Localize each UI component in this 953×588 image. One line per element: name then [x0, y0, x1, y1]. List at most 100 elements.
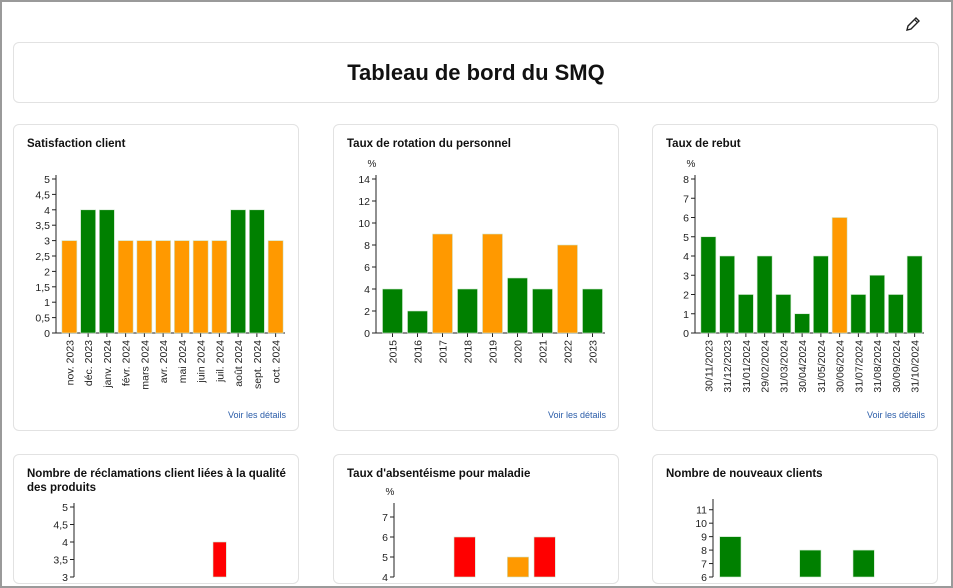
y-tick-label: 7	[701, 559, 707, 571]
x-tick-label: 30/09/2024	[891, 340, 903, 393]
y-tick-label: 2	[44, 266, 50, 278]
x-tick-label: 2021	[538, 340, 550, 364]
x-tick-label: 30/04/2024	[797, 340, 809, 393]
x-tick-label: 2023	[588, 340, 600, 364]
chart-title: Taux de rotation du personnel	[347, 138, 511, 150]
y-tick-label: 3	[62, 572, 68, 583]
bar	[136, 240, 153, 334]
y-tick-label: 3,5	[53, 555, 68, 567]
bar	[507, 277, 528, 334]
bar-chart: % 0 2 4 6 8 10 12 14 2015 2016 2017 2018 2019 2020 2021…	[358, 159, 605, 364]
bar	[533, 536, 556, 578]
bar-chart: % 4 5 6 7	[382, 487, 556, 583]
y-tick-label: 2	[683, 290, 689, 302]
chart-card-reclamations: Nombre de réclamations client liées à la…	[13, 454, 299, 584]
y-unit-label: %	[386, 487, 395, 498]
details-link[interactable]: Voir les détails	[866, 410, 925, 420]
bar	[794, 313, 810, 334]
bar	[813, 255, 829, 334]
bar	[831, 217, 848, 334]
bar	[230, 209, 246, 334]
bar	[192, 240, 209, 334]
y-tick-label: 12	[358, 196, 370, 208]
y-tick-label: 9	[701, 532, 707, 544]
chart-title: Taux de rebut	[666, 138, 741, 150]
y-unit-label: %	[687, 159, 696, 170]
x-tick-label: mai 2024	[177, 340, 189, 383]
y-tick-label: 8	[701, 545, 707, 557]
x-tick-label: 2020	[513, 340, 525, 364]
bar	[888, 294, 904, 334]
bar-chart: % 0 1 2 3 4 5 6 7 8 30/11/2023 31/12/2023 31/01/2024…	[683, 159, 924, 393]
y-tick-label: 5	[44, 174, 50, 186]
y-tick-label: 4	[62, 537, 68, 549]
y-tick-label: 4	[364, 284, 370, 296]
bar	[453, 536, 476, 578]
y-tick-label: 8	[683, 174, 689, 186]
chart-title: Nombre de réclamations client liées à la…	[27, 468, 286, 494]
x-tick-label: 31/03/2024	[778, 340, 790, 393]
chart-title: Taux d'absentéisme pour maladie	[347, 468, 531, 480]
bar	[61, 240, 78, 334]
details-link[interactable]: Voir les détails	[227, 410, 286, 420]
y-tick-label: 4	[44, 205, 50, 217]
x-tick-label: 2019	[488, 340, 500, 364]
bar	[852, 549, 875, 578]
chart-title: Nombre de nouveaux clients	[666, 468, 823, 480]
y-tick-label: 4,5	[35, 189, 50, 201]
bar	[174, 240, 190, 334]
y-tick-label: 2,5	[35, 251, 50, 263]
y-tick-label: 6	[382, 532, 388, 544]
y-tick-label: 2	[364, 306, 370, 318]
bar	[117, 240, 134, 334]
y-tick-label: 0,5	[35, 313, 50, 325]
bar	[700, 236, 717, 334]
y-tick-label: 5	[382, 552, 388, 564]
y-tick-label: 6	[701, 572, 707, 583]
chart-card-rebut: Taux de rebut % 0 1 2 3 4 5 6 7 8 30/11/2023 31/12/…	[652, 124, 938, 431]
y-tick-label: 6	[364, 262, 370, 274]
x-tick-label: févr. 2024	[121, 340, 133, 386]
x-tick-label: 31/01/2024	[741, 340, 753, 393]
bar	[507, 556, 529, 578]
x-tick-label: 2015	[388, 340, 400, 364]
bar-chart: 0 0,5 1 1,5 2 2,5 3 3,5 4 4,5 5 nov. 2023 déc. 2023 j…	[35, 174, 285, 390]
x-tick-label: 31/07/2024	[853, 340, 865, 393]
bar	[212, 541, 227, 578]
page-title: Tableau de bord du SMQ	[347, 59, 605, 85]
chart-card-absenteisme: Taux d'absentéisme pour maladie % 4 5 6 7	[333, 454, 619, 584]
x-tick-label: 30/06/2024	[835, 340, 847, 393]
y-tick-label: 3	[44, 236, 50, 248]
y-tick-label: 1	[683, 309, 689, 321]
x-tick-label: 2016	[413, 340, 425, 364]
bar	[799, 549, 822, 578]
y-tick-label: 4	[683, 251, 689, 263]
y-tick-label: 0	[44, 328, 50, 340]
x-tick-label: juil. 2024	[214, 340, 226, 383]
x-tick-label: mars 2024	[139, 340, 151, 390]
pencil-icon[interactable]	[904, 15, 922, 33]
x-tick-label: 31/12/2023	[722, 340, 734, 393]
y-tick-label: 1,5	[35, 282, 50, 294]
bar	[557, 244, 578, 334]
bar	[850, 294, 867, 334]
bar	[432, 233, 453, 334]
x-tick-label: 2017	[438, 340, 450, 364]
bar	[211, 240, 228, 334]
x-tick-label: juin 2024	[196, 340, 208, 384]
x-tick-label: 2022	[563, 340, 575, 364]
bar	[249, 209, 265, 334]
details-link[interactable]: Voir les détails	[547, 410, 606, 420]
bar	[906, 255, 923, 334]
y-tick-label: 1	[44, 297, 50, 309]
x-tick-label: août 2024	[233, 340, 245, 387]
bar	[457, 288, 478, 334]
x-tick-label: 31/05/2024	[816, 340, 828, 393]
x-tick-label: 29/02/2024	[760, 340, 772, 393]
chart-title: Satisfaction client	[27, 138, 126, 150]
y-tick-label: 3	[683, 270, 689, 282]
y-unit-label: %	[368, 159, 377, 170]
bar	[99, 209, 115, 334]
